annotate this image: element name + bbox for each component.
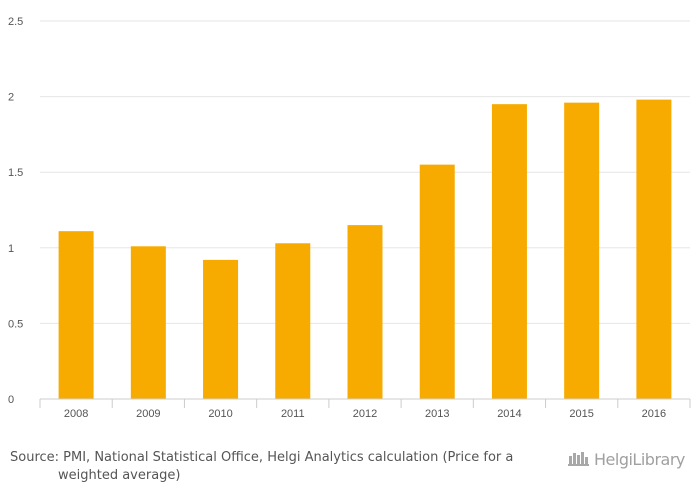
bar-2008[interactable] bbox=[58, 231, 94, 399]
bar-2009[interactable] bbox=[130, 246, 166, 399]
x-tick-label: 2014 bbox=[497, 408, 521, 420]
bars bbox=[58, 99, 672, 400]
helgi-library-logo-icon bbox=[568, 452, 589, 466]
source-note: Source: PMI, National Statistical Office… bbox=[10, 449, 530, 485]
brand-logo: HelgiLibrary bbox=[568, 448, 693, 470]
y-tick-label: 0 bbox=[8, 394, 14, 406]
y-tick-label: 2.5 bbox=[8, 16, 23, 28]
x-tick-label: 2012 bbox=[353, 408, 377, 420]
x-tick-label: 2008 bbox=[64, 408, 88, 420]
y-tick-label: 2 bbox=[8, 92, 14, 104]
x-tick-label: 2016 bbox=[642, 408, 666, 420]
bar-2015[interactable] bbox=[564, 102, 600, 399]
y-tick-label: 1.5 bbox=[8, 167, 23, 179]
bar-2016[interactable] bbox=[636, 99, 672, 400]
source-text: Source: PMI, National Statistical Office… bbox=[10, 450, 514, 483]
bar-chart: 2008 2009 2010 2011 2012 2013 2014 2015 2016 0 0.… bbox=[8, 16, 691, 420]
x-tick-label: 2015 bbox=[569, 408, 593, 420]
y-axis: 0 0.5 1 1.5 2 2.5 bbox=[8, 16, 23, 406]
bar-2014[interactable] bbox=[491, 104, 527, 399]
bar-2010[interactable] bbox=[203, 259, 239, 399]
y-tick-label: 1 bbox=[8, 243, 14, 255]
x-tick-label: 2011 bbox=[281, 408, 305, 420]
bar-2013[interactable] bbox=[419, 164, 455, 399]
brand-name: HelgiLibrary bbox=[594, 449, 685, 469]
bar-2011[interactable] bbox=[275, 243, 311, 399]
x-tick-label: 2013 bbox=[425, 408, 449, 420]
x-tick-label: 2010 bbox=[208, 408, 232, 420]
y-tick-label: 0.5 bbox=[8, 318, 23, 330]
x-tick-label: 2009 bbox=[136, 408, 160, 420]
bar-2012[interactable] bbox=[347, 225, 383, 399]
x-axis: 2008 2009 2010 2011 2012 2013 2014 2015 2016 bbox=[39, 398, 691, 420]
